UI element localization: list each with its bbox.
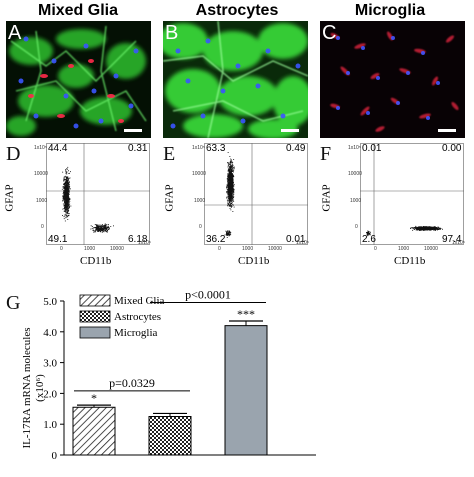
- tick-x: 1000: [398, 246, 410, 252]
- micrograph-astrocytes-image: [163, 21, 308, 138]
- quadrant-ul: 44.4: [48, 143, 68, 154]
- flow-plot-astrocytes: [204, 143, 308, 245]
- panel-label-b: B: [165, 22, 179, 44]
- legend-swatch: [79, 326, 111, 339]
- flow-ylabel: GFAP: [320, 184, 333, 212]
- comparison-label: p=0.0329: [109, 376, 155, 390]
- tick-y: 0: [355, 224, 358, 230]
- legend-label: Astrocytes: [114, 311, 161, 323]
- tick-y: 1x10⁵: [192, 145, 205, 151]
- scale-bar: [438, 129, 456, 132]
- quadrant-lr: 97.4: [442, 234, 462, 245]
- flow-plot-microglia-svg: [360, 143, 464, 245]
- quadrant-ul: 63.3: [206, 143, 226, 154]
- bar-microglia: [224, 325, 268, 456]
- significance-mark: ***: [237, 307, 255, 321]
- quadrant-ll: 2.6: [362, 234, 376, 245]
- quadrant-ll: 36.2: [206, 234, 226, 245]
- micrograph-mixed-glia-image: [6, 21, 151, 138]
- legend-label: Mixed Glia: [114, 295, 165, 307]
- panel-label-c: C: [322, 22, 337, 44]
- flow-ylabel: GFAP: [163, 184, 176, 212]
- micrograph-mixed-glia: A: [6, 21, 151, 138]
- flow-plot-microglia: [360, 143, 464, 245]
- tick-x: 1x10⁵: [452, 240, 465, 246]
- quadrant-lr: 6.18: [128, 234, 148, 245]
- panel-label-d: D: [6, 143, 21, 165]
- panel-label-a: A: [8, 22, 22, 44]
- flow-xlabel: CD11b: [394, 255, 426, 267]
- flow-xlabel: CD11b: [80, 255, 112, 267]
- tick-x: 10000: [268, 246, 282, 252]
- column-title-microglia: Microglia: [354, 2, 426, 19]
- tick-x: 0: [374, 246, 377, 252]
- y-tick-label: 3.0: [43, 358, 57, 370]
- micrograph-microglia-image: [320, 21, 465, 138]
- panel-label-f: F: [320, 143, 332, 165]
- column-title-mixed-glia: Mixed Glia: [37, 2, 119, 19]
- micrograph-microglia: C: [320, 21, 465, 138]
- quadrant-ll: 49.1: [48, 234, 68, 245]
- flow-plot-mixed-glia: [46, 143, 150, 245]
- flow-plot-mixed-glia-svg: [46, 143, 150, 245]
- tick-y: 10000: [34, 171, 48, 177]
- flow-xlabel: CD11b: [238, 255, 270, 267]
- tick-y: 0: [199, 224, 202, 230]
- tick-x: 10000: [424, 246, 438, 252]
- quadrant-ur: 0.31: [128, 143, 148, 154]
- tick-y: 1x10⁵: [34, 145, 47, 151]
- scale-bar: [281, 129, 299, 132]
- micrograph-astrocytes: B: [163, 21, 308, 138]
- tick-y: 10000: [192, 171, 206, 177]
- significance-mark: *: [91, 391, 97, 405]
- y-tick-label: 2.0: [43, 388, 57, 400]
- tick-y: 1x10⁵: [348, 145, 361, 151]
- tick-x: 1x10⁵: [138, 240, 151, 246]
- tick-y: 0: [41, 224, 44, 230]
- tick-x: 1000: [242, 246, 254, 252]
- bar-mixed-glia: [72, 406, 116, 456]
- quadrant-lr: 0.01: [286, 234, 306, 245]
- flow-ylabel: GFAP: [3, 184, 16, 212]
- tick-y: 10000: [348, 171, 362, 177]
- scale-bar: [124, 129, 142, 132]
- y-tick-label: 5.0: [43, 296, 57, 308]
- bar-chart: 0 1.0 2.0 3.0 4.0 5.0 IL-17RA mRNA molecules(x…: [21, 288, 316, 462]
- tick-x: 1x10⁵: [296, 240, 309, 246]
- tick-x: 0: [60, 246, 63, 252]
- comparison-label: p<0.0001: [185, 288, 231, 302]
- panel-label-g: G: [6, 292, 21, 314]
- quadrant-ul: 0.01: [362, 143, 382, 154]
- tick-y: 1000: [350, 198, 362, 204]
- y-tick-label: 1.0: [43, 419, 57, 431]
- y-tick-label: 0: [52, 450, 58, 462]
- tick-x: 1000: [84, 246, 96, 252]
- quadrant-ur: 0.00: [442, 143, 462, 154]
- tick-x: 10000: [110, 246, 124, 252]
- bar-astrocytes: [148, 416, 192, 456]
- tick-y: 1000: [194, 198, 206, 204]
- tick-y: 1000: [36, 198, 48, 204]
- tick-x: 0: [218, 246, 221, 252]
- legend-swatch: [79, 310, 111, 323]
- legend-swatch: [79, 294, 111, 307]
- column-title-astrocytes: Astrocytes: [195, 2, 279, 19]
- panel-label-e: E: [163, 143, 176, 165]
- quadrant-ur: 0.49: [286, 143, 306, 154]
- y-tick-label: 4.0: [43, 327, 57, 339]
- legend-label: Microglia: [114, 327, 157, 339]
- flow-plot-astrocytes-svg: [204, 143, 308, 245]
- y-axis-label: IL-17RA mRNA molecules(x10⁶): [21, 328, 46, 449]
